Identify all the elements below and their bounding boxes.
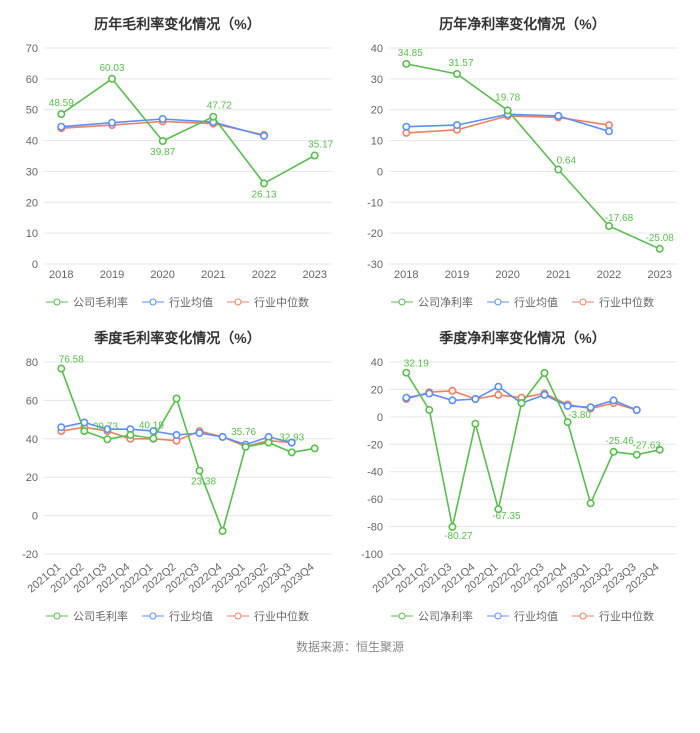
svg-text:47.72: 47.72 <box>207 101 232 112</box>
panel-tr: 历年净利率变化情况（%） -30 -20 -10 0 10 20 30 40 2018 2019 2… <box>353 10 692 316</box>
svg-text:20: 20 <box>26 472 38 484</box>
legend-item: 行业均值 <box>487 294 558 310</box>
svg-text:32.19: 32.19 <box>404 359 429 370</box>
title-tl: 历年毛利率变化情况（%） <box>8 14 347 34</box>
legend-item: 行业中位数 <box>572 294 654 310</box>
svg-text:19.78: 19.78 <box>495 92 520 103</box>
svg-text:35.76: 35.76 <box>231 427 256 438</box>
svg-text:-60: -60 <box>367 494 383 506</box>
svg-text:60: 60 <box>26 395 38 407</box>
svg-text:32.93: 32.93 <box>279 432 304 443</box>
title-bl: 季度毛利率变化情况（%） <box>8 328 347 348</box>
svg-text:0.64: 0.64 <box>557 156 577 167</box>
panel-bl: 季度毛利率变化情况（%） -200204060802021Q12021Q2202… <box>8 324 347 630</box>
svg-text:76.58: 76.58 <box>59 355 84 366</box>
legend-item: 行业均值 <box>142 608 213 624</box>
svg-text:10: 10 <box>26 228 38 240</box>
svg-text:10: 10 <box>371 136 383 148</box>
svg-text:20: 20 <box>26 197 38 209</box>
svg-text:23.38: 23.38 <box>191 477 216 488</box>
legend-item: 行业均值 <box>487 608 558 624</box>
legend-item: 行业中位数 <box>572 608 654 624</box>
chart-br: -100-80-60-40-20020402021Q12021Q22021Q32… <box>353 354 692 604</box>
svg-text:60.03: 60.03 <box>99 63 124 74</box>
svg-text:40: 40 <box>371 357 383 369</box>
svg-text:2019: 2019 <box>445 269 469 281</box>
svg-text:-30: -30 <box>367 259 383 271</box>
svg-text:20: 20 <box>371 384 383 396</box>
svg-text:48.59: 48.59 <box>49 98 74 109</box>
svg-text:-10: -10 <box>367 197 383 209</box>
svg-text:-80.27: -80.27 <box>444 531 473 542</box>
svg-text:0: 0 <box>32 259 38 271</box>
svg-text:2019: 2019 <box>100 269 124 281</box>
data-source: 数据来源：恒生聚源 <box>8 638 692 655</box>
legend-item: 行业均值 <box>142 294 213 310</box>
svg-text:-3.80: -3.80 <box>568 410 591 421</box>
svg-text:-25.08: -25.08 <box>646 233 675 244</box>
svg-text:-20: -20 <box>367 228 383 240</box>
svg-text:-67.35: -67.35 <box>492 511 521 522</box>
svg-text:2022: 2022 <box>597 269 621 281</box>
panel-tl: 历年毛利率变化情况（%） 0 10 20 30 40 50 60 70 2018 2019 2020… <box>8 10 347 316</box>
svg-text:2018: 2018 <box>49 269 73 281</box>
svg-text:40: 40 <box>26 136 38 148</box>
svg-text:0: 0 <box>377 166 383 178</box>
svg-text:-17.68: -17.68 <box>605 213 634 224</box>
svg-text:30: 30 <box>26 166 38 178</box>
title-tr: 历年净利率变化情况（%） <box>353 14 692 34</box>
chart-tr: -30 -20 -10 0 10 20 30 40 2018 2019 2020 2021 2022 20… <box>353 40 692 290</box>
svg-text:40.19: 40.19 <box>139 420 164 431</box>
svg-text:2021: 2021 <box>546 269 570 281</box>
chart-grid: 历年毛利率变化情况（%） 010203040506070201820192020… <box>8 10 692 630</box>
svg-text:0: 0 <box>377 412 383 424</box>
title-br: 季度净利率变化情况（%） <box>353 328 692 348</box>
svg-text:20: 20 <box>371 105 383 117</box>
svg-text:40: 40 <box>371 43 383 55</box>
legend-item: 公司净利率 <box>391 294 473 310</box>
svg-text:2022: 2022 <box>252 269 276 281</box>
svg-text:-27.63: -27.63 <box>633 441 662 452</box>
svg-text:40: 40 <box>26 434 38 446</box>
svg-text:70: 70 <box>26 43 38 55</box>
legend-tr: 公司净利率行业均值行业中位数 <box>353 294 692 310</box>
svg-text:-80: -80 <box>367 522 383 534</box>
legend-item: 行业中位数 <box>227 608 309 624</box>
svg-text:-100: -100 <box>361 549 383 561</box>
svg-text:-20: -20 <box>367 439 383 451</box>
svg-text:2018: 2018 <box>394 269 418 281</box>
legend-tl: 公司毛利率行业均值行业中位数 <box>8 294 347 310</box>
svg-text:2023: 2023 <box>647 269 671 281</box>
legend-bl: 公司毛利率行业均值行业中位数 <box>8 608 347 624</box>
svg-text:30: 30 <box>371 74 383 86</box>
svg-text:60: 60 <box>26 74 38 86</box>
svg-text:-40: -40 <box>367 467 383 479</box>
svg-text:2021: 2021 <box>201 269 225 281</box>
svg-text:39.73: 39.73 <box>93 421 118 432</box>
svg-text:2020: 2020 <box>150 269 174 281</box>
legend-item: 公司毛利率 <box>46 608 128 624</box>
chart-bl: -200204060802021Q12021Q22021Q32021Q42022… <box>8 354 347 604</box>
svg-text:39.87: 39.87 <box>150 147 175 158</box>
svg-text:-25.46: -25.46 <box>605 436 634 447</box>
svg-text:2020: 2020 <box>495 269 519 281</box>
svg-text:0: 0 <box>32 511 38 523</box>
legend-item: 行业中位数 <box>227 294 309 310</box>
svg-text:31.57: 31.57 <box>448 58 473 69</box>
panel-br: 季度净利率变化情况（%） -100-80-60-40-20020402021Q1… <box>353 324 692 630</box>
legend-item: 公司净利率 <box>391 608 473 624</box>
svg-text:80: 80 <box>26 357 38 369</box>
legend-br: 公司净利率行业均值行业中位数 <box>353 608 692 624</box>
svg-text:35.17: 35.17 <box>308 140 333 151</box>
svg-text:2023: 2023 <box>302 269 326 281</box>
legend-item: 公司毛利率 <box>46 294 128 310</box>
svg-text:26.13: 26.13 <box>251 189 276 200</box>
svg-text:34.85: 34.85 <box>398 48 423 59</box>
svg-text:-20: -20 <box>22 549 38 561</box>
chart-tl: 0 10 20 30 40 50 60 70 2018 2019 2020 2021 2022 2023 4… <box>8 40 347 290</box>
svg-text:50: 50 <box>26 105 38 117</box>
